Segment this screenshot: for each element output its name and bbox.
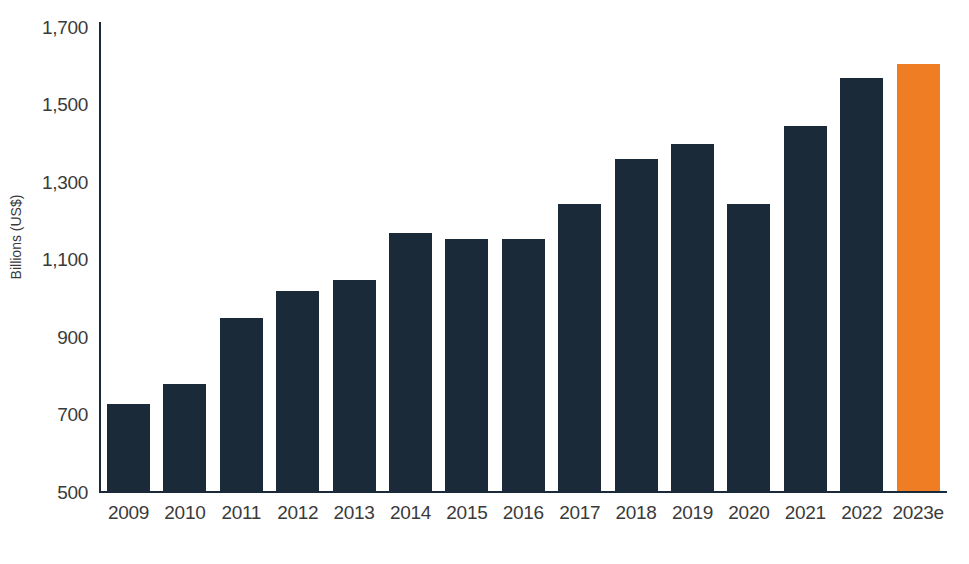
bar-2019 (671, 144, 714, 491)
y-tick-700: 700 (0, 405, 88, 425)
y-tick-500: 500 (0, 483, 88, 503)
bar-2009 (107, 404, 150, 491)
bar-2016 (502, 239, 545, 491)
bar-2014 (389, 233, 432, 491)
chart-canvas: Billions (US$) 500 700 900 1,100 1,300 1,500 1… (0, 0, 969, 564)
bar-2018 (615, 159, 658, 491)
bar-2013 (333, 280, 376, 491)
bar-2021 (784, 126, 827, 491)
bar-2011 (220, 318, 263, 491)
x-tick-2023e: 2023e (883, 502, 953, 524)
bar-2022 (840, 78, 883, 491)
y-axis-title: Billions (US$) (6, 137, 26, 337)
plot-area (99, 22, 947, 493)
bar-2010 (163, 384, 206, 491)
bar-2017 (558, 204, 601, 491)
y-tick-1300: 1,300 (0, 173, 88, 193)
bar-2012 (276, 291, 319, 491)
bar-2020 (727, 204, 770, 491)
bar-2015 (445, 239, 488, 491)
bar-2023e (897, 64, 940, 491)
y-tick-900: 900 (0, 328, 88, 348)
y-tick-1500: 1,500 (0, 95, 88, 115)
y-tick-1100: 1,100 (0, 250, 88, 270)
y-tick-1700: 1,700 (0, 18, 88, 38)
